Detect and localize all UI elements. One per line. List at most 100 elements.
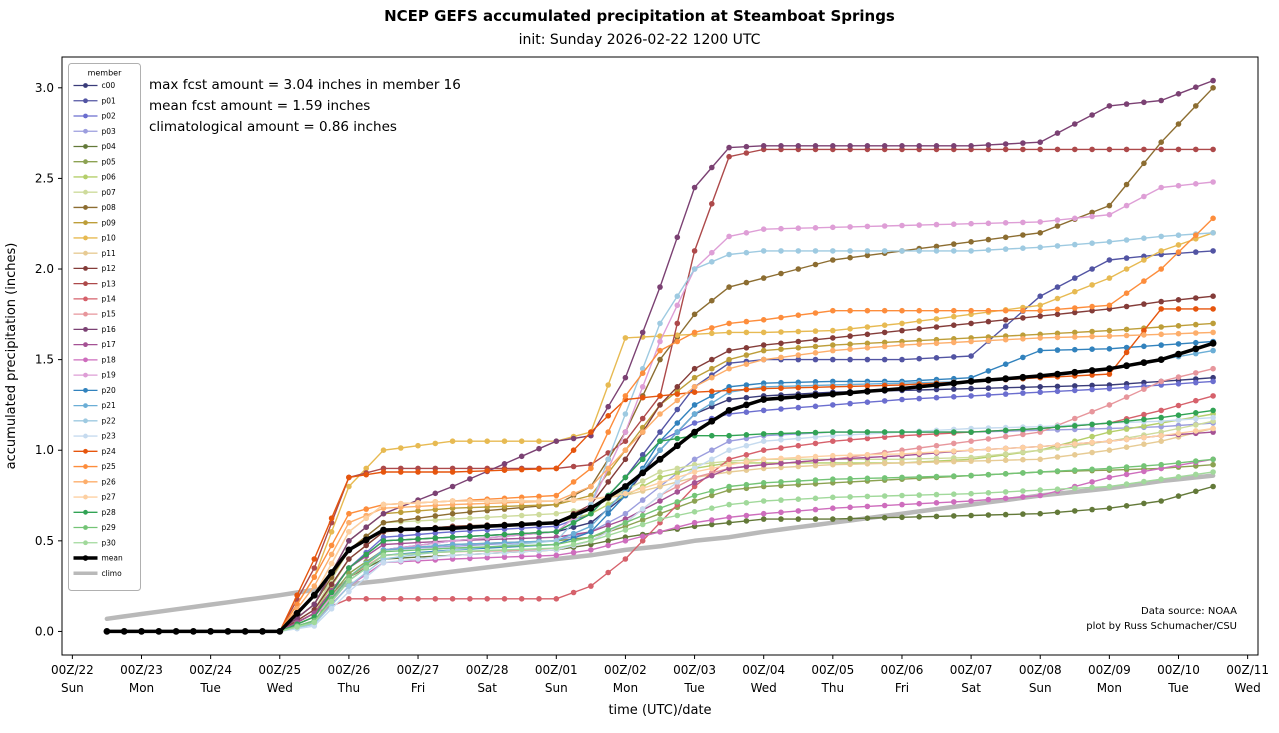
legend-item-label: p18 [102, 355, 117, 364]
legend-item-p14: p14 [73, 294, 116, 303]
legend-item-label: p03 [102, 127, 117, 136]
annotation-mean-amount: mean fcst amount = 1.59 inches [149, 98, 370, 114]
legend-item-p12: p12 [73, 264, 117, 273]
legend-item-p27: p27 [73, 493, 117, 502]
x-tick-label: 00Z/09 [1088, 663, 1131, 677]
legend-item-p19: p19 [73, 371, 116, 380]
x-tick-label: 00Z/04 [742, 663, 785, 677]
x-tick-day-label: Mon [613, 681, 638, 695]
legend-item-label: p10 [102, 234, 117, 243]
x-tick-day-label: Thu [337, 681, 361, 695]
legend-item-mean: mean [73, 554, 124, 563]
x-tick-label: 00Z/27 [397, 663, 440, 677]
x-tick-label: 00Z/03 [673, 663, 716, 677]
legend-item-label: p23 [102, 432, 117, 441]
x-tick-day-label: Mon [129, 681, 154, 695]
legend-item-label: p30 [102, 538, 117, 547]
legend-item-label: p04 [102, 142, 117, 151]
legend-item-label: mean [102, 554, 124, 563]
legend-item-label: p06 [102, 173, 117, 182]
legend-item-c00: c00 [73, 81, 116, 90]
legend-item-p11: p11 [73, 249, 117, 258]
series-mean [103, 339, 1217, 635]
series-p21 [104, 347, 1216, 635]
x-tick-label: 00Z/06 [881, 663, 924, 677]
y-tick-label: 0.0 [35, 624, 54, 638]
legend-item-label: p08 [102, 203, 117, 212]
legend-item-p24: p24 [73, 447, 116, 456]
x-tick-day-label: Tue [1167, 681, 1189, 695]
legend-item-p02: p02 [73, 112, 117, 121]
x-tick-day-label: Sat [961, 681, 981, 695]
legend-item-p03: p03 [73, 127, 117, 136]
legend-item-p26: p26 [73, 477, 116, 486]
x-tick-day-label: Fri [895, 681, 909, 695]
legend-item-p29: p29 [73, 523, 117, 532]
legend-title: member [88, 69, 123, 78]
legend-item-p25: p25 [73, 462, 117, 471]
legend-item-label: p25 [102, 462, 117, 471]
x-tick-label: 00Z/23 [120, 663, 163, 677]
y-tick-label: 2.0 [35, 262, 54, 276]
x-tick-day-label: Wed [267, 681, 293, 695]
x-tick-day-label: Sun [1029, 681, 1052, 695]
legend-item-p30: p30 [73, 538, 117, 547]
legend-item-climo: climo [73, 569, 123, 578]
chart-subtitle: init: Sunday 2026-02-22 1200 UTC [518, 32, 761, 48]
x-tick-label: 00Z/22 [51, 663, 94, 677]
legend-item-p15: p15 [73, 310, 117, 319]
legend-item-p05: p05 [73, 157, 116, 166]
x-tick-label: 00Z/25 [258, 663, 301, 677]
x-tick-label: 00Z/28 [466, 663, 509, 677]
legend-item-label: p17 [102, 340, 117, 349]
legend-item-p21: p21 [73, 401, 117, 410]
series-lines [103, 77, 1217, 635]
annotation-max-amount: max fcst amount = 3.04 inches in member … [149, 77, 461, 93]
legend-item-p20: p20 [73, 386, 117, 395]
legend-item-label: p01 [102, 96, 117, 105]
y-tick-label: 0.5 [35, 534, 54, 548]
x-tick-label: 00Z/07 [950, 663, 993, 677]
chart-title: NCEP GEFS accumulated precipitation at S… [384, 7, 895, 25]
series-p16 [104, 77, 1216, 635]
y-axis-label: accumulated precipitation (inches) [4, 243, 19, 470]
x-tick-label: 00Z/01 [535, 663, 578, 677]
x-tick-day-label: Mon [1097, 681, 1122, 695]
legend-box [68, 63, 141, 591]
legend-item-label: p12 [102, 264, 117, 273]
x-tick-day-label: Wed [1235, 681, 1261, 695]
x-tick-day-label: Sun [545, 681, 568, 695]
data-source-note: Data source: NOAA [1141, 606, 1237, 617]
legend-item-label: p20 [102, 386, 117, 395]
series-p08 [104, 85, 1216, 635]
legend-item-p28: p28 [73, 508, 117, 517]
x-tick-label: 00Z/24 [189, 663, 232, 677]
legend-item-label: p28 [102, 508, 117, 517]
x-tick-label: 00Z/05 [811, 663, 854, 677]
legend-item-p09: p09 [73, 218, 117, 227]
x-axis-label: time (UTC)/date [608, 703, 711, 718]
annotation-climo-amount: climatological amount = 0.86 inches [149, 119, 397, 135]
legend-item-label: p21 [102, 401, 117, 410]
legend-item-label: p16 [102, 325, 117, 334]
series-p13 [104, 146, 1216, 635]
legend-item-label: p27 [102, 493, 117, 502]
legend-item-p18: p18 [73, 355, 117, 364]
legend: member c00 p01 p02 p03 p04 p05 p06 p07 p08 p09 p10 p… [68, 63, 141, 591]
legend-item-p04: p04 [73, 142, 117, 151]
legend-item-label: p02 [102, 112, 117, 121]
legend-item-label: p13 [102, 279, 117, 288]
legend-item-label: p11 [102, 249, 117, 258]
legend-item-label: p22 [102, 416, 117, 425]
x-tick-day-label: Tue [683, 681, 705, 695]
series-p25 [104, 215, 1216, 635]
legend-item-p08: p08 [73, 203, 117, 212]
legend-item-label: c00 [102, 81, 116, 90]
legend-item-label: p29 [102, 523, 117, 532]
legend-item-label: p09 [102, 218, 117, 227]
legend-item-label: climo [102, 569, 123, 578]
legend-item-p16: p16 [73, 325, 117, 334]
legend-item-p06: p06 [73, 173, 117, 182]
legend-item-label: p15 [102, 310, 117, 319]
y-tick-label: 1.5 [35, 353, 54, 367]
